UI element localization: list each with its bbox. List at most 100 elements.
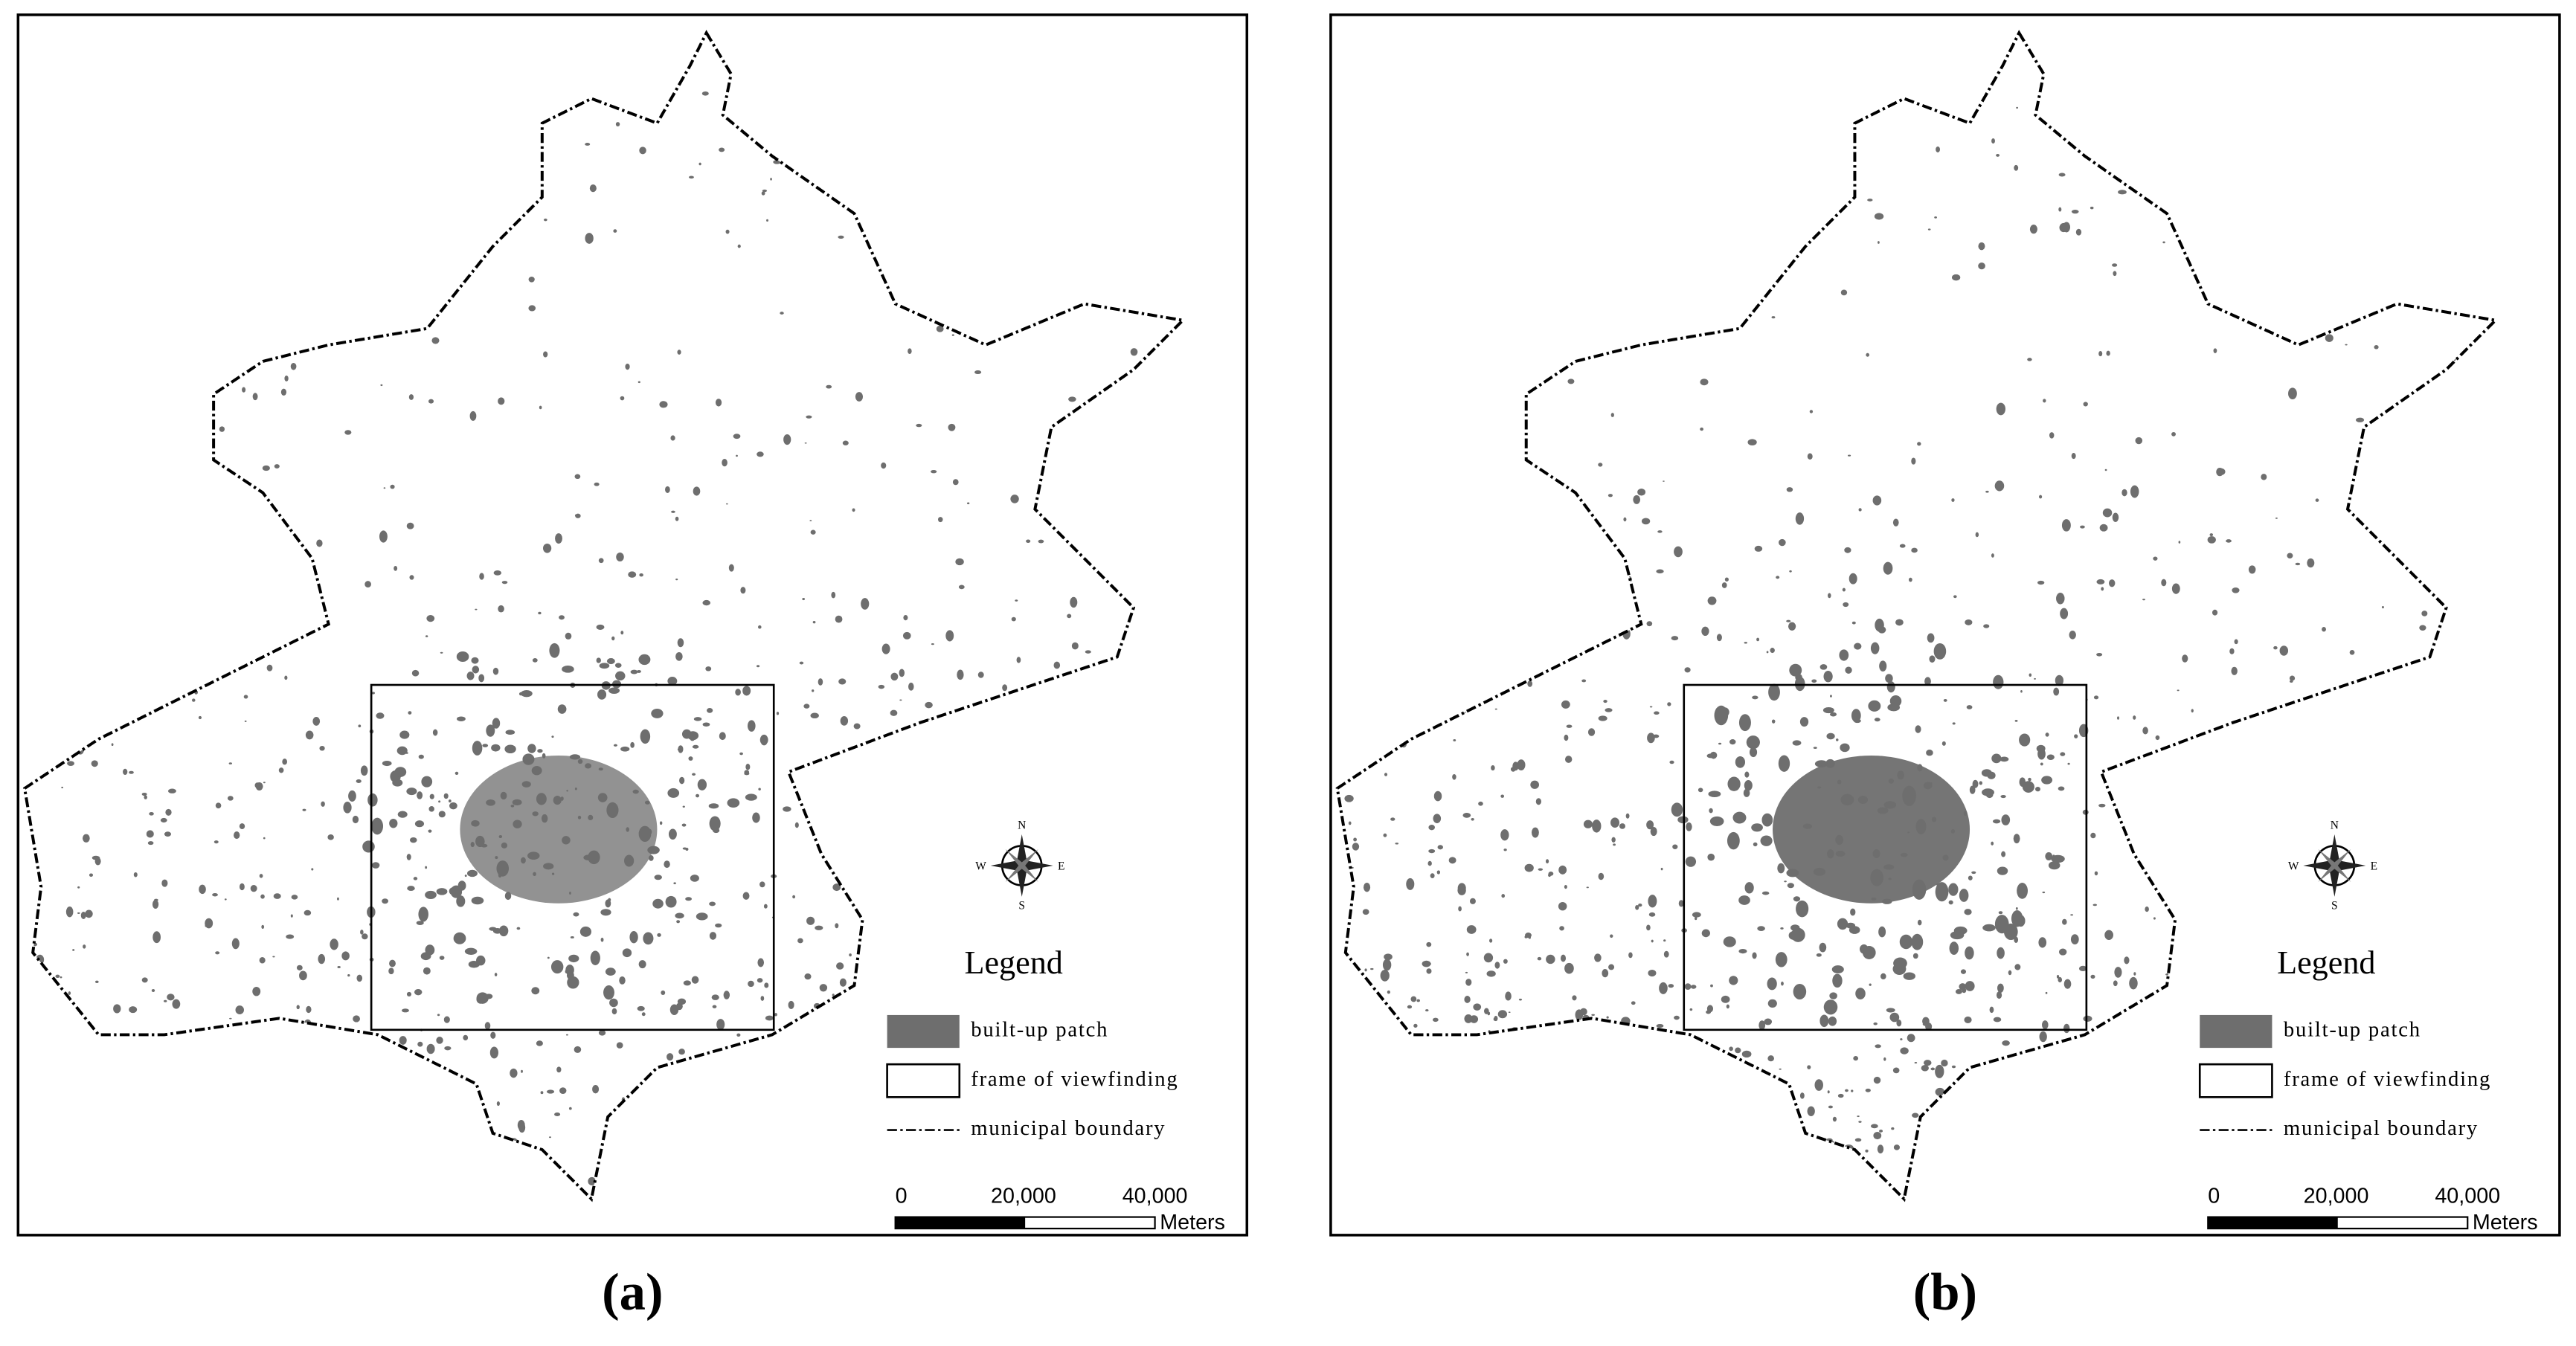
patch bbox=[234, 1089, 240, 1098]
patch bbox=[1509, 532, 1519, 540]
legend-label: municipal boundary bbox=[2284, 1116, 2479, 1140]
patch bbox=[305, 730, 314, 740]
patch bbox=[1013, 120, 1020, 128]
patch bbox=[2278, 1159, 2281, 1162]
patch bbox=[818, 678, 823, 686]
patch bbox=[861, 598, 870, 610]
patch bbox=[1993, 1017, 2002, 1023]
patch bbox=[1524, 935, 1528, 938]
patch bbox=[135, 655, 144, 662]
patch bbox=[2083, 1015, 2092, 1023]
patch bbox=[945, 630, 954, 642]
patch bbox=[2432, 1110, 2435, 1112]
patch bbox=[1488, 1179, 1494, 1187]
patch bbox=[757, 978, 763, 983]
patch bbox=[205, 924, 208, 927]
patch bbox=[2243, 974, 2247, 978]
patch bbox=[2372, 688, 2379, 698]
patch bbox=[1496, 471, 1500, 475]
patch bbox=[1413, 653, 1419, 660]
patch bbox=[394, 767, 407, 777]
patch bbox=[1952, 722, 1956, 725]
patch bbox=[1936, 146, 1940, 152]
patch bbox=[1564, 962, 1574, 974]
patch bbox=[1366, 1002, 1369, 1006]
patch bbox=[1998, 1126, 2002, 1129]
patch bbox=[1594, 953, 1602, 962]
patch bbox=[783, 434, 791, 445]
patch bbox=[2419, 625, 2426, 631]
patch bbox=[1965, 981, 1975, 991]
patch bbox=[1574, 1097, 1583, 1107]
patch bbox=[1886, 1008, 1895, 1013]
patch bbox=[97, 1065, 103, 1071]
patch bbox=[396, 746, 408, 756]
patch bbox=[685, 847, 689, 851]
patch bbox=[158, 527, 161, 531]
patch bbox=[1448, 857, 1456, 864]
patch bbox=[2469, 744, 2478, 755]
patch bbox=[112, 1191, 118, 1194]
patch bbox=[524, 1196, 527, 1199]
patch bbox=[1085, 842, 1088, 845]
patch bbox=[356, 974, 363, 982]
patch bbox=[1466, 952, 1469, 956]
patch bbox=[1426, 941, 1432, 947]
patch bbox=[1577, 1038, 1586, 1046]
patch bbox=[2015, 1131, 2019, 1134]
patch bbox=[2264, 770, 2270, 776]
patch bbox=[1538, 868, 1544, 871]
panel-caption: (b) bbox=[1913, 1263, 1977, 1321]
patch bbox=[1124, 956, 1131, 965]
patch bbox=[600, 95, 606, 101]
patch bbox=[2328, 48, 2332, 54]
patch bbox=[327, 834, 334, 840]
viewfinding-frame bbox=[370, 683, 775, 1031]
legend-swatch-patch bbox=[887, 1014, 960, 1049]
compass-west: W bbox=[2288, 860, 2299, 873]
patch bbox=[1851, 1089, 1854, 1092]
patch bbox=[1654, 711, 1660, 715]
patch bbox=[86, 176, 91, 183]
patch bbox=[2166, 758, 2175, 769]
patch bbox=[1471, 818, 1474, 821]
patch bbox=[1605, 708, 1613, 712]
scale-label: 0 bbox=[896, 1185, 908, 1208]
patch bbox=[1979, 781, 1982, 785]
patch bbox=[428, 251, 434, 257]
patch bbox=[825, 1126, 832, 1131]
patch bbox=[146, 830, 154, 838]
patch bbox=[1776, 576, 1780, 579]
patch bbox=[472, 666, 480, 674]
patch bbox=[2161, 579, 2167, 587]
patch bbox=[121, 1089, 127, 1092]
patch bbox=[1025, 1144, 1032, 1150]
patch bbox=[1469, 898, 1476, 904]
patch bbox=[570, 936, 574, 938]
patch bbox=[1929, 68, 1937, 75]
patch bbox=[945, 799, 948, 802]
patch bbox=[2171, 583, 2180, 594]
patch bbox=[1430, 1192, 1435, 1199]
patch bbox=[396, 1090, 401, 1095]
patch bbox=[1505, 1195, 1515, 1200]
patch bbox=[761, 191, 765, 196]
patch bbox=[1058, 817, 1063, 822]
patch bbox=[2263, 752, 2269, 756]
patch bbox=[391, 74, 395, 79]
patch bbox=[1631, 1138, 1639, 1149]
patch bbox=[2072, 1083, 2078, 1089]
patch bbox=[1375, 1036, 1381, 1043]
patch bbox=[147, 127, 154, 137]
patch bbox=[47, 1014, 51, 1020]
patch bbox=[453, 932, 466, 944]
patch bbox=[498, 605, 504, 613]
patch bbox=[2172, 900, 2181, 909]
patch bbox=[360, 765, 368, 776]
patch bbox=[2381, 677, 2388, 683]
patch bbox=[1721, 582, 1727, 588]
patch bbox=[2188, 840, 2192, 846]
patch bbox=[72, 949, 75, 951]
patch bbox=[418, 1069, 421, 1072]
